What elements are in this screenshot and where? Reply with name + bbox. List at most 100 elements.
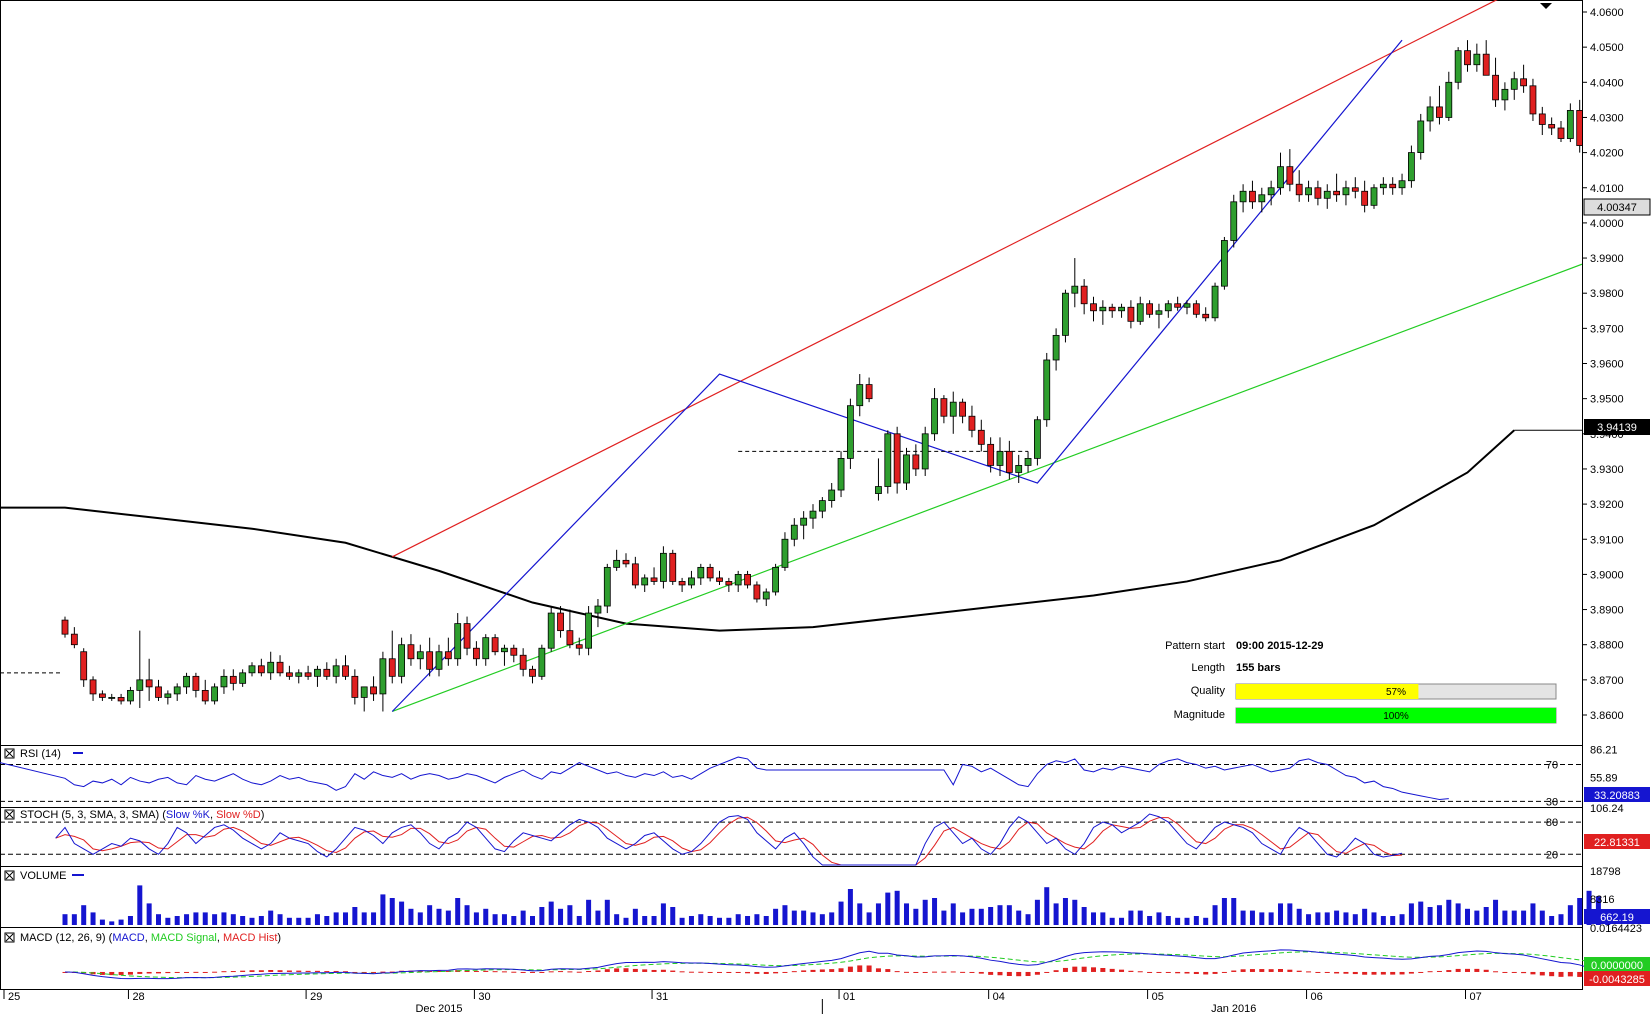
candle: [1174, 303, 1182, 308]
candle: [1258, 194, 1266, 203]
price-tick-label: 3.9900: [1590, 253, 1624, 265]
macd-hist-bar: [642, 969, 648, 972]
volume-bar: [268, 910, 274, 925]
macd-hist-bar: [791, 971, 797, 973]
macd-hist-bar: [1371, 971, 1377, 975]
volume-bar: [492, 914, 498, 925]
price-tick-label: 4.0400: [1590, 77, 1624, 89]
candle: [865, 384, 873, 400]
macd-hist-bar: [913, 971, 919, 973]
volume-bar: [1203, 917, 1209, 925]
volume-bar: [1324, 912, 1330, 925]
volume-bar: [427, 905, 433, 925]
macd-panel-frame: [0, 927, 1583, 990]
macd-hist-bar: [567, 971, 573, 973]
candle: [472, 647, 480, 660]
candle: [931, 398, 938, 435]
macd-hist-bar: [371, 971, 377, 973]
macd-hist-bar: [1455, 968, 1461, 972]
time-sublabel: Jan 2016: [1211, 1003, 1256, 1014]
stoch-tick-label: 106.24: [1590, 803, 1624, 815]
volume-bar: [670, 907, 676, 925]
candle: [818, 500, 826, 512]
macd-hist-bar: [670, 970, 676, 972]
price-tick-label: 4.0200: [1590, 148, 1624, 160]
candle: [996, 450, 1004, 466]
rsi-header[interactable]: RSI (14): [4, 748, 83, 760]
volume-bar: [932, 898, 938, 925]
rsi-line: [0, 756, 1449, 801]
candle: [847, 405, 854, 459]
volume-bar: [1455, 903, 1461, 925]
candle: [566, 630, 574, 646]
macd-hist-bar: [1137, 971, 1143, 973]
volume-bar: [922, 899, 928, 925]
candle: [688, 577, 695, 586]
volume-plot: 18798 8316: [62, 866, 1621, 925]
candle: [1473, 53, 1481, 66]
macd-hist-bar: [688, 971, 694, 973]
volume-bar: [1062, 898, 1068, 925]
volume-bar: [221, 912, 227, 925]
volume-bar: [305, 917, 311, 925]
candle: [1538, 113, 1546, 125]
macd-header[interactable]: MACD (12, 26, 9) (MACD, MACD Signal, MAC…: [4, 932, 281, 944]
volume-value-tag: [1584, 909, 1650, 924]
candle: [295, 672, 303, 677]
candle: [1454, 50, 1462, 83]
macd-hist-bar: [1203, 971, 1209, 975]
candle: [1464, 50, 1471, 66]
candle: [117, 697, 125, 702]
candle: [884, 433, 892, 487]
volume-bar: [1427, 907, 1433, 925]
volume-bar: [1334, 910, 1340, 925]
candle: [1398, 180, 1406, 189]
stoch-panel-frame: [0, 807, 1583, 867]
macd-hist-bar: [1446, 970, 1452, 972]
pattern-start-value: 09:00 2015-12-29: [1236, 640, 1323, 652]
candle: [912, 454, 920, 470]
price-tick-label: 4.0300: [1590, 112, 1624, 124]
candle: [519, 654, 527, 670]
volume-bar: [408, 908, 414, 925]
macd-hist-bar: [1221, 971, 1227, 973]
volume-bar: [735, 914, 741, 925]
moving-average-line: [0, 429, 1515, 632]
volume-bar: [230, 914, 236, 925]
macd-hist-bar: [240, 970, 246, 972]
stoch-header[interactable]: STOCH (5, 3, SMA, 3, SMA) (Slow %K, Slow…: [4, 809, 264, 821]
macd-hist-bar: [296, 970, 302, 972]
macd-hist-bar: [604, 969, 610, 972]
price-axis[interactable]: 4.0600 4.0500 4.0400 4.0300 4.0200 4.0100 4.00…: [1582, 7, 1624, 722]
candle: [575, 644, 583, 649]
candle: [1062, 292, 1069, 336]
candle: [1071, 285, 1079, 294]
time-axis[interactable]: 25 28 29 30 31 01 04 05 06 07 Dec 2015 Jan 2016: [3, 989, 1482, 1014]
macd-hist-bar: [1418, 971, 1424, 973]
macd-hist-bar: [1483, 969, 1489, 972]
candle: [127, 689, 134, 702]
macd-hist-bar: [1128, 970, 1134, 972]
price-tick-label: 3.8900: [1590, 605, 1624, 617]
macd-hist-bar: [109, 971, 115, 976]
macd-hist-bar: [932, 971, 938, 973]
candle: [1408, 152, 1415, 182]
candle: [1024, 458, 1032, 466]
macd-hist-bar: [960, 971, 966, 973]
volume-header[interactable]: VOLUME: [4, 870, 84, 882]
volume-bar: [71, 914, 77, 925]
candle: [1164, 303, 1172, 312]
candle: [669, 552, 677, 582]
collapse-arrow-icon[interactable]: [1540, 3, 1552, 9]
macd-hist-bar: [333, 970, 339, 972]
macd-hist-bar: [707, 971, 713, 973]
macd-hist-bar: [492, 971, 498, 973]
candle: [1249, 190, 1256, 203]
candle: [1361, 190, 1369, 206]
candle: [510, 647, 518, 656]
volume-bar: [1156, 912, 1162, 925]
macd-hist-bar: [1025, 971, 1031, 977]
candle: [706, 566, 714, 579]
volume-bar: [1586, 890, 1592, 925]
